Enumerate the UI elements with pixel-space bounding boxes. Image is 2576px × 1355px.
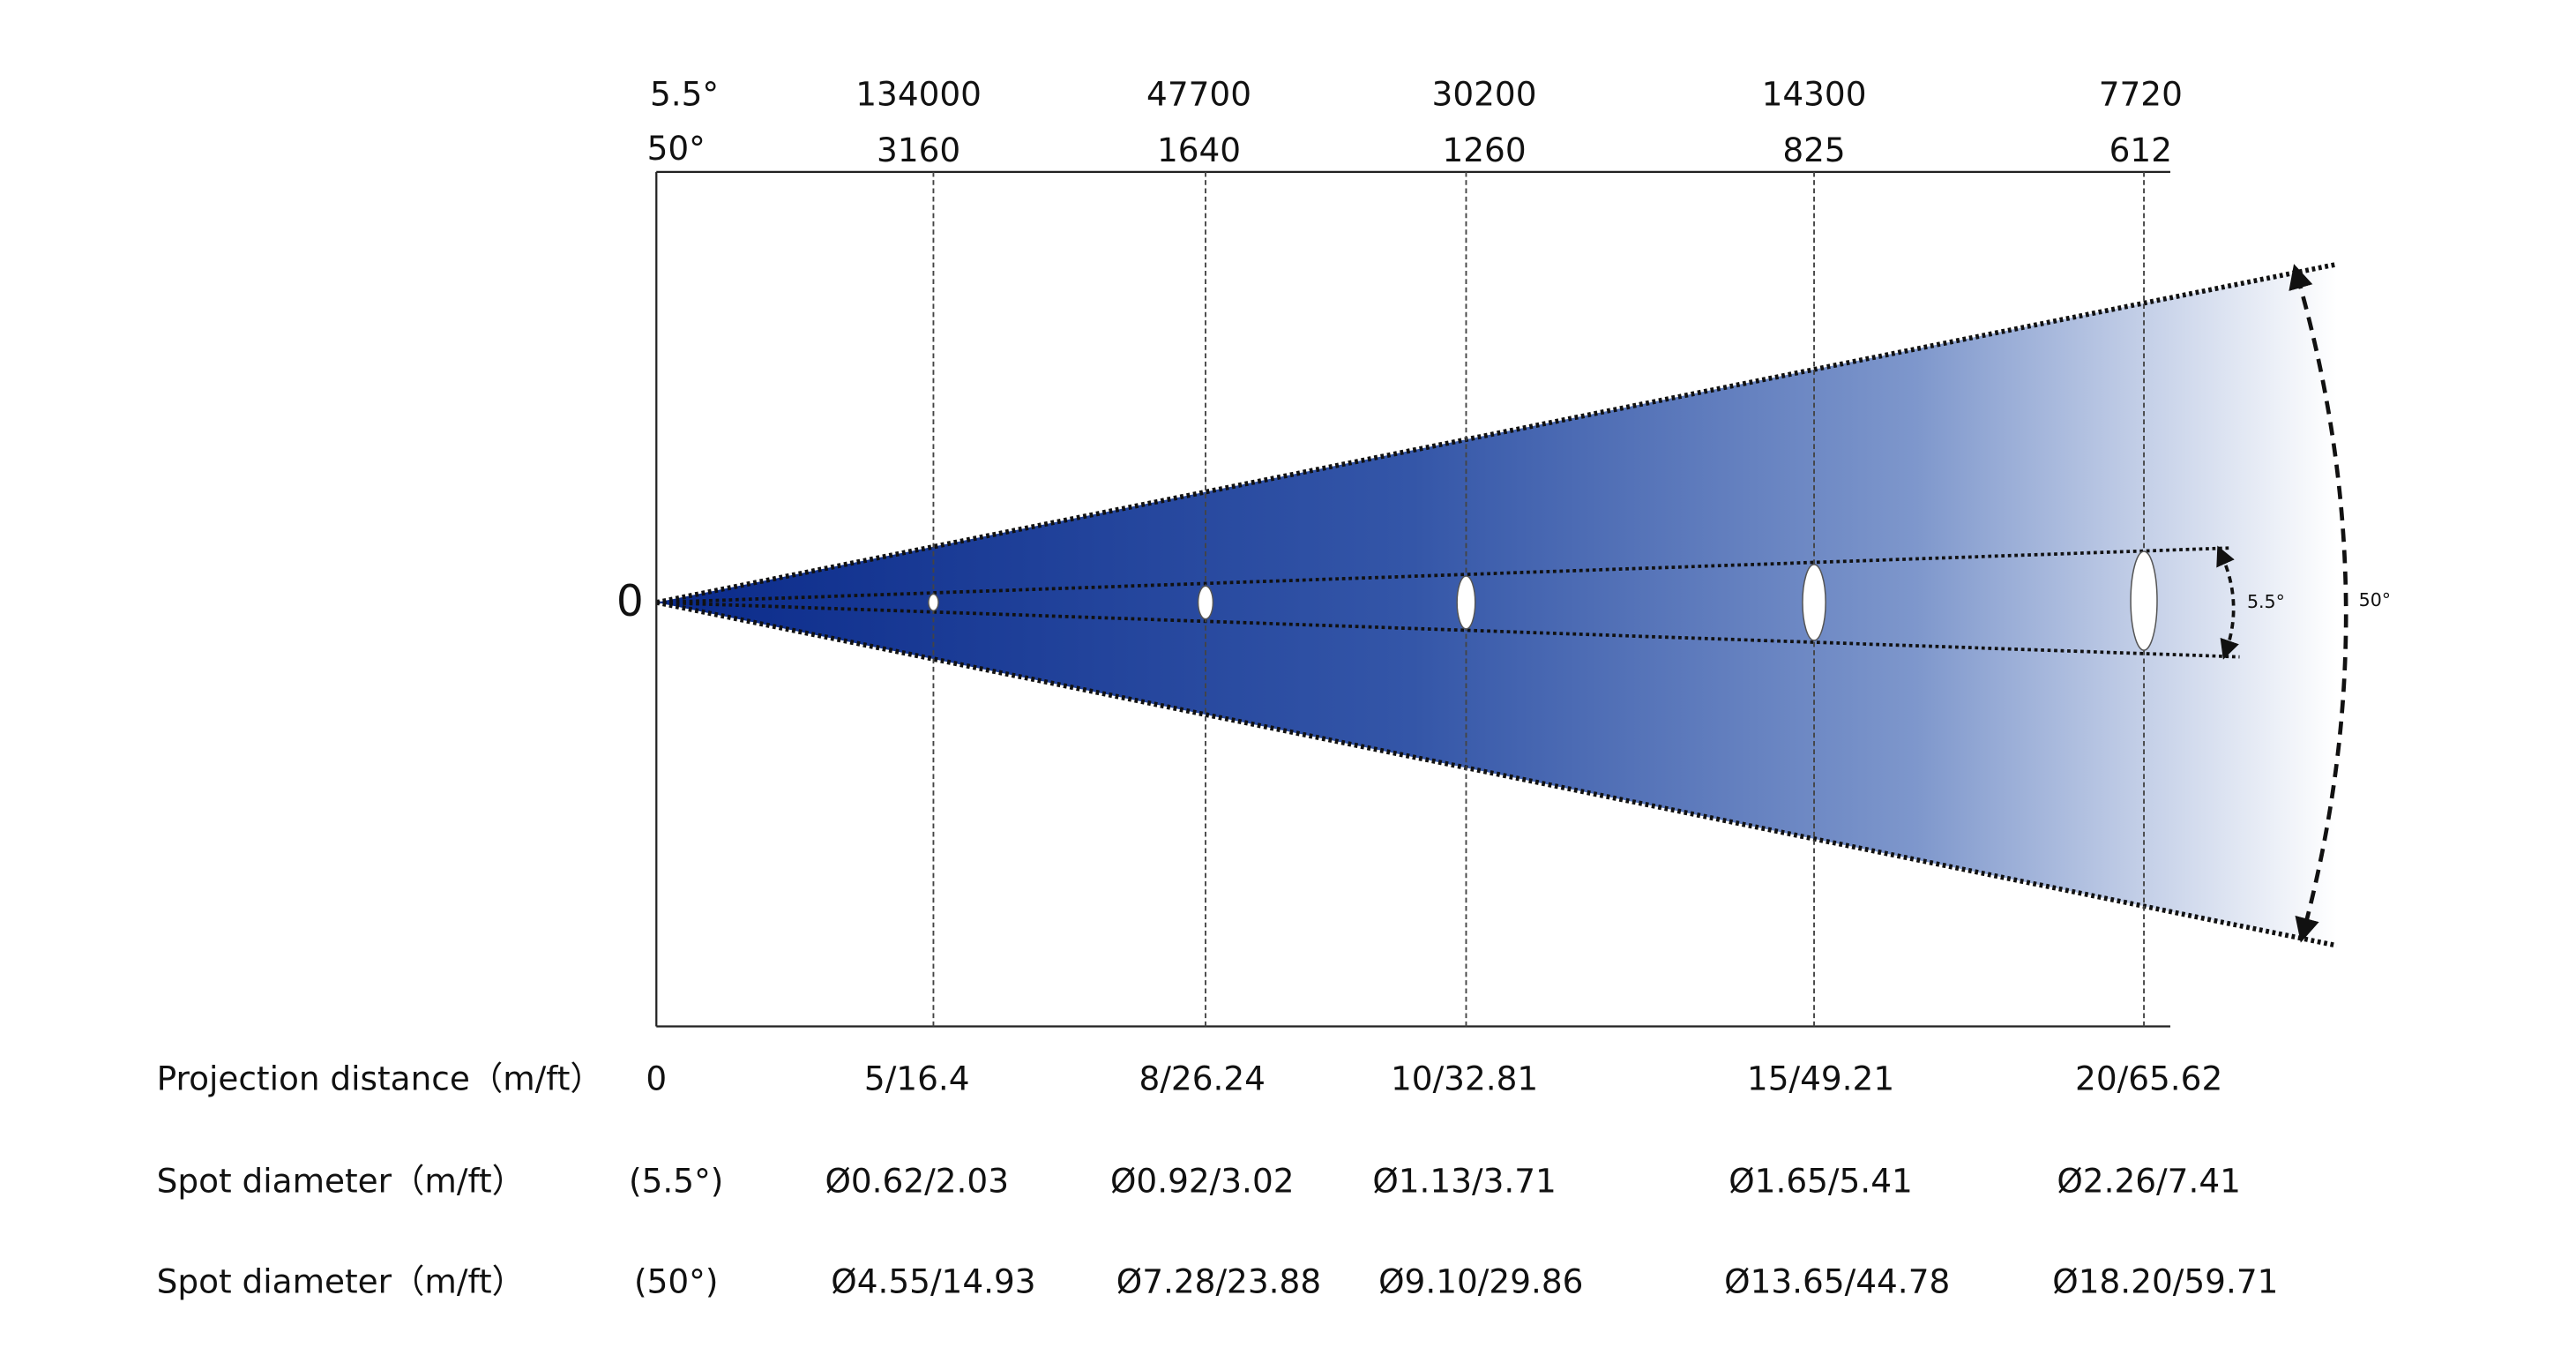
illuminance-narrow: 7720 (2099, 74, 2183, 113)
illuminance-wide: 1260 (1442, 131, 1526, 169)
row-key: (50°) (634, 1262, 718, 1301)
frame (655, 170, 2170, 1028)
illuminance-wide: 1640 (1157, 131, 1241, 169)
table-cell: 5/16.4 (864, 1059, 970, 1098)
row-label: Projection distance（m/ft） (157, 1059, 603, 1098)
illuminance-narrow: 30200 (1432, 74, 1537, 113)
dynamic-labels: 134000 47700 30200 14300 7720 3160 1640 1260 825… (157, 74, 2279, 1300)
illuminance-narrow: 14300 (1762, 74, 1867, 113)
table-cell: Ø2.26/7.41 (2057, 1162, 2241, 1201)
table-cell: Ø7.28/23.88 (1116, 1262, 1321, 1301)
table-cell: 15/49.21 (1747, 1059, 1894, 1098)
table-cell: Ø1.13/3.71 (1372, 1162, 1557, 1201)
row-label: Spot diameter（m/ft） (157, 1262, 525, 1301)
table-cell: Ø1.65/5.41 (1729, 1162, 1913, 1201)
illuminance-narrow: 47700 (1146, 74, 1251, 113)
spots (928, 550, 2158, 651)
table-cell: Ø4.55/14.93 (831, 1262, 1035, 1301)
beam-edges (655, 261, 2338, 948)
wide-angle-arc (2289, 264, 2348, 943)
wide-beam (656, 264, 2337, 946)
table-cell: Ø0.92/3.02 (1110, 1162, 1295, 1201)
illuminance-wide: 612 (2109, 131, 2172, 169)
origin-label: 0 (616, 577, 644, 626)
table-cell: 20/65.62 (2075, 1059, 2222, 1098)
table-cell: Ø18.20/59.71 (2052, 1262, 2278, 1301)
table-cell: Ø0.62/2.03 (825, 1162, 1009, 1201)
illuminance-wide: 3160 (877, 131, 960, 169)
illuminance-wide: 825 (1782, 131, 1845, 169)
wide-angle-header: 50° (647, 129, 706, 168)
table-cell: Ø13.65/44.78 (1724, 1262, 1950, 1301)
table-cell: 10/32.81 (1391, 1059, 1538, 1098)
illuminance-narrow: 134000 (855, 74, 982, 113)
table-cell: 8/26.24 (1139, 1059, 1266, 1098)
narrow-angle-label: 5.5° (2247, 591, 2285, 612)
row-key: (5.5°) (629, 1162, 723, 1201)
distance-lines (932, 171, 2145, 1027)
table-cell: Ø9.10/29.86 (1378, 1262, 1583, 1301)
row-key: 0 (646, 1059, 667, 1098)
narrow-angle-arc (2216, 545, 2239, 660)
wide-angle-label: 50° (2359, 589, 2391, 610)
narrow-angle-header: 5.5° (650, 74, 719, 113)
row-label: Spot diameter（m/ft） (157, 1162, 525, 1201)
